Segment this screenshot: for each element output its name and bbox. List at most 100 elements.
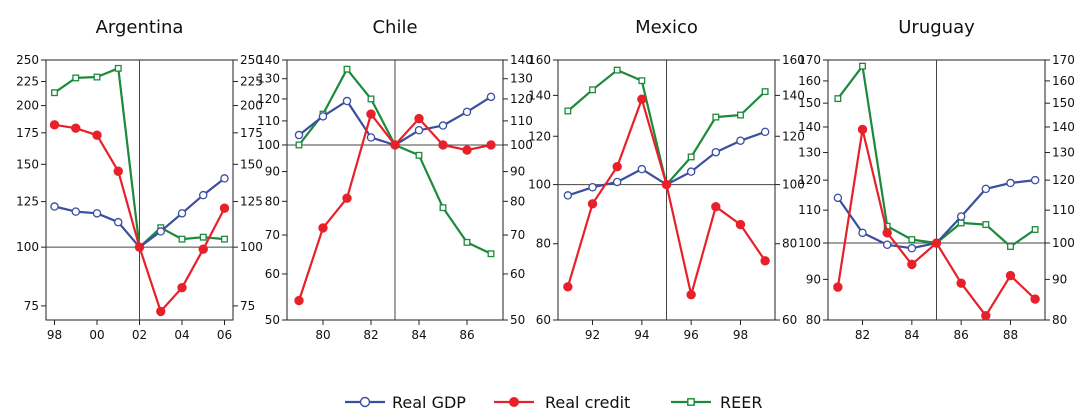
legend-marker [509, 397, 519, 407]
data-point-credit [318, 223, 328, 233]
data-point-reer [367, 95, 375, 103]
data-point-reer [589, 86, 596, 94]
data-point-gdp [438, 121, 448, 130]
y-tick-label-right: 100 [782, 178, 805, 192]
panel-mexico: Mexico 60 60 80 80 100 100 120 120 140 140 160 160 92… [528, 17, 805, 342]
data-point-gdp [342, 96, 352, 106]
data-point-gdp [1030, 175, 1040, 185]
y-tick-label-right: 130 [1052, 146, 1075, 160]
y-tick-label-right: 100 [510, 138, 533, 152]
y-tick-label-right: 110 [1052, 203, 1075, 217]
x-tick-label: 84 [904, 328, 919, 342]
data-point-credit [686, 290, 696, 300]
y-tick-label-left: 125 [16, 195, 39, 209]
data-point-reer [859, 62, 866, 70]
y-tick-label-left: 100 [16, 240, 39, 254]
data-point-reer [1031, 226, 1039, 233]
x-tick-label: 98 [733, 328, 748, 342]
y-tick-label-right: 140 [1052, 120, 1075, 134]
y-tick-label-left: 75 [24, 299, 39, 313]
data-point-gdp [736, 136, 745, 145]
x-tick-label: 84 [411, 328, 426, 342]
legend-item-credit: Real credit [494, 393, 630, 412]
data-point-reer [72, 74, 80, 82]
x-tick-label: 96 [684, 328, 699, 342]
data-point-credit [113, 166, 123, 176]
y-tick-label-right: 150 [240, 157, 263, 171]
y-tick-label-left: 160 [798, 74, 821, 88]
x-tick-label: 88 [1003, 328, 1018, 342]
data-point-gdp [414, 126, 424, 135]
y-tick-label-right: 50 [510, 313, 525, 327]
y-tick-label-left: 90 [265, 165, 280, 179]
y-tick-label-right: 250 [240, 53, 263, 67]
data-point-credit [760, 256, 770, 266]
series-credit [49, 120, 230, 317]
y-tick-label-right: 80 [1052, 313, 1067, 327]
legend-label: Real credit [545, 393, 630, 412]
y-tick-label-right: 150 [1052, 96, 1075, 110]
y-tick-label-left: 80 [536, 237, 551, 251]
y-tick-label-left: 200 [16, 99, 39, 113]
y-tick-label-right: 100 [1052, 236, 1075, 250]
data-point-reer [712, 113, 720, 121]
panel-chile: Chile 50 50 60 60 70 70 80 80 90 90 100 100 110 110 120… [257, 17, 533, 342]
y-tick-label-right: 75 [240, 299, 255, 313]
x-tick-label: 80 [315, 328, 330, 342]
data-point-credit [1030, 294, 1040, 304]
y-tick-label-left: 150 [16, 157, 39, 171]
data-point-reer [737, 111, 744, 119]
x-tick-label: 92 [585, 328, 600, 342]
data-point-credit [294, 295, 304, 306]
data-point-credit [907, 259, 917, 270]
x-tick-label: 86 [954, 328, 969, 342]
y-tick-label-left: 80 [265, 194, 280, 208]
data-point-reer [51, 89, 58, 97]
y-tick-label-right: 60 [782, 313, 797, 327]
data-point-credit [438, 140, 448, 150]
y-tick-label-right: 130 [510, 72, 533, 86]
data-point-credit [956, 278, 966, 288]
data-point-credit [931, 238, 942, 248]
x-tick-label: 06 [217, 328, 232, 342]
data-point-gdp [907, 243, 917, 253]
y-tick-label-left: 170 [798, 53, 821, 67]
legend-label: Real GDP [392, 393, 466, 412]
data-point-gdp [177, 209, 187, 218]
data-point-credit [366, 109, 376, 119]
data-point-credit [735, 219, 746, 230]
legend-item-reer: REER [671, 393, 762, 412]
y-tick-label-left: 150 [798, 96, 821, 110]
y-tick-label-right: 90 [510, 165, 525, 179]
y-tick-label-left: 120 [528, 129, 551, 143]
y-tick-label-left: 110 [798, 203, 821, 217]
data-point-credit [414, 113, 424, 124]
data-point-credit [711, 201, 721, 212]
data-point-reer [1007, 243, 1014, 250]
y-tick-label-left: 175 [16, 126, 39, 140]
series-credit [294, 109, 496, 306]
x-tick-label: 94 [634, 328, 649, 342]
data-point-credit [390, 140, 400, 150]
chart-legend: Real GDP Real credit REER [345, 393, 762, 412]
data-point-gdp [71, 207, 81, 216]
y-tick-label-left: 110 [257, 114, 280, 128]
data-point-reer [463, 238, 471, 246]
data-point-gdp [294, 130, 304, 140]
data-point-gdp [686, 167, 696, 176]
data-point-credit [134, 242, 145, 252]
y-tick-label-right: 120 [1052, 173, 1075, 187]
y-tick-label-right: 120 [782, 129, 805, 143]
data-point-reer [415, 151, 423, 159]
y-tick-label-left: 140 [528, 88, 551, 102]
data-point-credit [563, 282, 573, 292]
legend-item-gdp: Real GDP [345, 393, 466, 412]
data-point-reer [178, 235, 186, 243]
data-point-reer [93, 73, 101, 81]
panel-title: Chile [372, 17, 417, 38]
data-point-credit [981, 311, 991, 321]
data-point-reer [834, 95, 842, 103]
data-point-gdp [318, 112, 328, 121]
data-point-gdp [92, 209, 102, 218]
series-credit [563, 94, 770, 300]
